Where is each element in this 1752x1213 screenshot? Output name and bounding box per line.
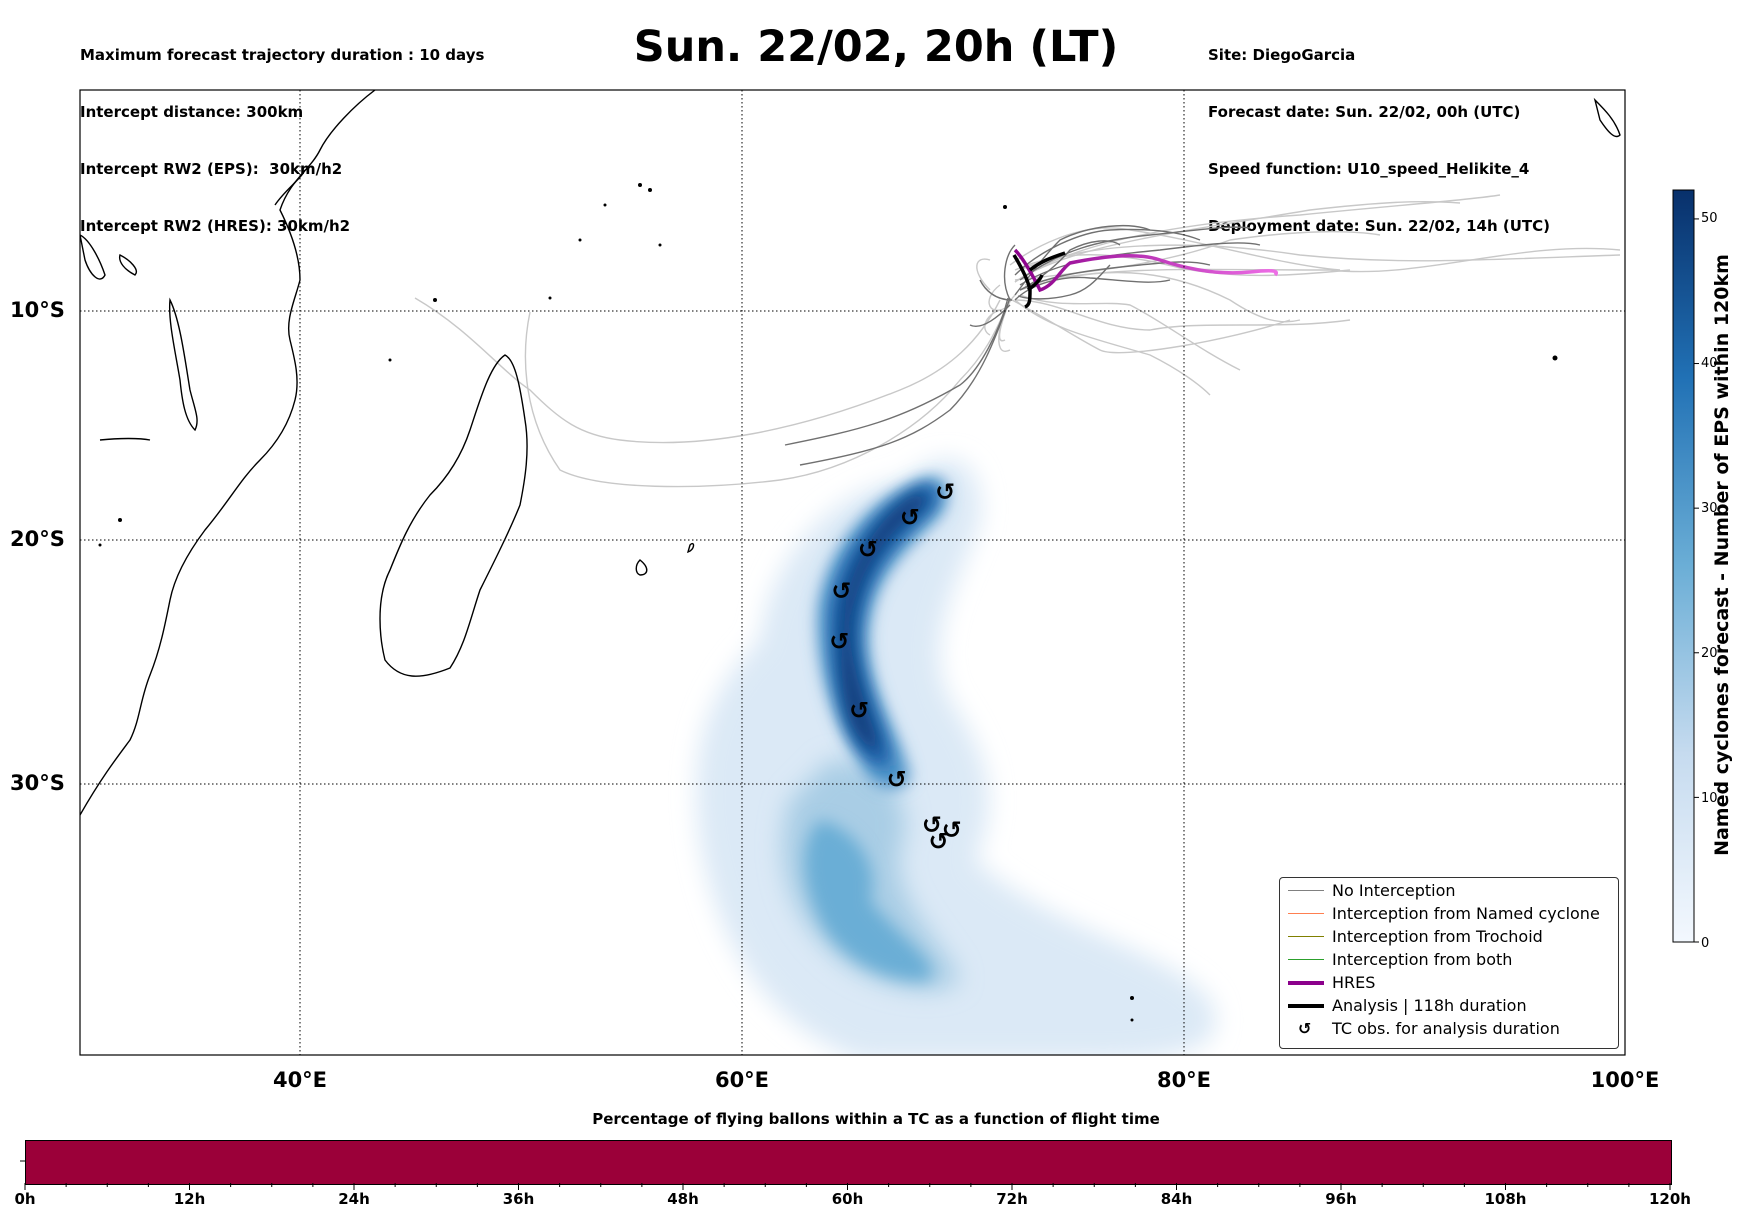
tc-observation-marker: ↺ — [831, 577, 851, 605]
tc-observation-marker: ↺ — [935, 478, 955, 506]
legend-swatch — [1288, 936, 1324, 937]
tc-observation-marker: ↺ — [858, 536, 878, 564]
cyclone-icon: ↺ — [1298, 1019, 1312, 1038]
pct-tick-label: 0h — [14, 1190, 36, 1208]
pct-tick-label: 120h — [1649, 1190, 1691, 1208]
lon-tick-40: 40°E — [272, 1068, 328, 1092]
analysis-trajectory — [1012, 251, 1066, 309]
trajectories-dark — [784, 225, 1261, 466]
gridlines — [80, 90, 1625, 1055]
legend-swatch — [1288, 959, 1324, 960]
colorbar-tick-30: 30 — [1701, 501, 1718, 516]
pct-tick-label: 48h — [667, 1190, 699, 1208]
header-forecast-date: Forecast date: Sun. 22/02, 00h (UTC) — [1208, 103, 1521, 121]
legend-item-hres: HRES — [1280, 972, 1618, 994]
lat-tick-30s: 30°S — [10, 771, 65, 795]
lon-tick-80: 80°E — [1156, 1068, 1212, 1092]
tc-observation-markers: ↺↺↺↺↺↺↺↺ ↺↺ — [829, 478, 962, 855]
legend-item-tc-obs: ↺ TC obs. for analysis duration — [1280, 1018, 1618, 1040]
header-duration: Maximum forecast trajectory duration : 1… — [80, 46, 485, 64]
header-intercept-distance: Intercept distance: 300km — [80, 103, 304, 121]
cyclone-density-field — [696, 459, 1216, 1055]
pct-tick-label: 84h — [1160, 1190, 1193, 1208]
legend-swatch — [1288, 890, 1324, 891]
lon-tick-100: 100°E — [1590, 1068, 1660, 1092]
legend-label: Interception from Named cyclone — [1332, 904, 1600, 923]
percentage-bar-title: Percentage of flying ballons within a TC… — [592, 1110, 1160, 1128]
colorbar — [1672, 189, 1695, 943]
pct-tick-label: 36h — [502, 1190, 535, 1208]
legend-label: No Interception — [1332, 881, 1456, 900]
colorbar-tick-40: 40 — [1701, 356, 1718, 371]
pct-tick-label: 60h — [831, 1190, 864, 1208]
lat-tick-20s: 20°S — [10, 527, 65, 551]
header-speed-function: Speed function: U10_speed_Helikite_4 — [1208, 160, 1530, 178]
header-site: Site: DiegoGarcia — [1208, 46, 1356, 64]
coastlines — [80, 90, 1621, 816]
colorbar-ticks — [1694, 218, 1699, 943]
legend-swatch — [1288, 1004, 1324, 1008]
legend-label: TC obs. for analysis duration — [1332, 1019, 1560, 1038]
legend-label: Analysis | 118h duration — [1332, 996, 1527, 1015]
colorbar-tick-20: 20 — [1701, 646, 1718, 661]
legend-item-both: Interception from both — [1280, 949, 1618, 971]
tc-observation-marker: ↺ — [900, 503, 920, 531]
colorbar-tick-10: 10 — [1701, 791, 1718, 806]
pct-tick-label: 108h — [1484, 1190, 1527, 1208]
legend-swatch — [1288, 981, 1324, 985]
tc-observation-marker: ↺ — [922, 811, 942, 839]
hres-trajectory — [1013, 248, 1278, 293]
pct-tick-label: 96h — [1325, 1190, 1357, 1208]
tc-observation-marker: ↺ — [829, 627, 849, 655]
legend-item-analysis: Analysis | 118h duration — [1280, 995, 1618, 1017]
legend-item-named-cyclone: Interception from Named cyclone — [1280, 903, 1618, 925]
tc-observation-marker: ↺ — [942, 816, 962, 844]
pct-tick-label: 12h — [173, 1190, 206, 1208]
tc-observation-marker: ↺ — [887, 765, 907, 793]
legend-item-no-interception: No Interception — [1280, 880, 1618, 902]
percentage-bar — [25, 1140, 1672, 1185]
header-deployment-date: Deployment date: Sun. 22/02, 14h (UTC) — [1208, 217, 1551, 235]
header-intercept-eps: Intercept RW2 (EPS): 30km/h2 — [80, 160, 343, 178]
tc-observation-marker: ↺ — [929, 827, 949, 855]
pct-tick-label: 24h — [338, 1190, 370, 1208]
colorbar-tick-0: 0 — [1701, 936, 1710, 951]
tc-observation-marker: ↺ — [849, 696, 869, 724]
legend: No Interception Interception from Named … — [1279, 877, 1619, 1049]
legend-label: Interception from Trochoid — [1332, 927, 1543, 946]
legend-label: HRES — [1332, 973, 1376, 992]
colorbar-tick-50: 50 — [1701, 211, 1718, 226]
legend-label: Interception from both — [1332, 950, 1513, 969]
small-islands — [98, 183, 1558, 1022]
page-title: Sun. 22/02, 20h (LT) — [633, 22, 1119, 72]
map-frame — [79, 89, 1626, 1056]
lon-tick-60: 60°E — [714, 1068, 770, 1092]
pct-tick-label: 72h — [996, 1190, 1028, 1208]
header-intercept-hres: Intercept RW2 (HRES): 30km/h2 — [80, 217, 351, 235]
legend-swatch — [1288, 913, 1324, 914]
lat-tick-10s: 10°S — [10, 298, 65, 322]
legend-item-trochoid: Interception from Trochoid — [1280, 926, 1618, 948]
